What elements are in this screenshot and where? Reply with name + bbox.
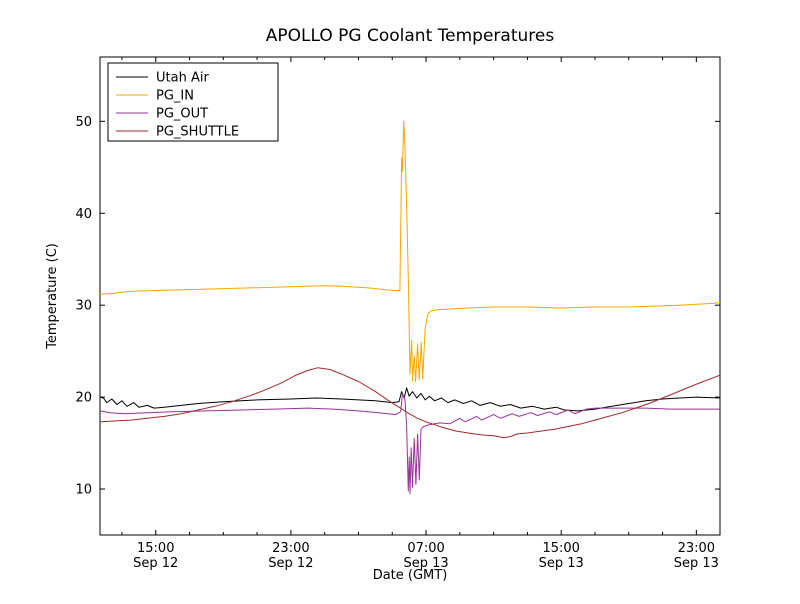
x-tick-sublabel: Sep 12 (268, 556, 313, 571)
series-line-pg-out (99, 393, 720, 495)
x-tick-sublabel: Sep 13 (539, 556, 584, 571)
x-tick-sublabel: Sep 13 (403, 556, 448, 571)
legend-item: PG_SHUTTLE (116, 125, 239, 140)
y-tick-label: 50 (75, 115, 92, 130)
x-axis-label: Date (GMT) (373, 568, 448, 583)
series-line-pg-in (99, 120, 721, 382)
y-axis-label: Temperature (C) (45, 243, 60, 350)
plot-frame (99, 56, 721, 536)
x-tick-label: 23:00 (272, 541, 309, 556)
series-line-pg-shuttle (99, 367, 721, 439)
y-tick-label: 30 (75, 299, 92, 314)
x-tick-label: 07:00 (407, 541, 444, 556)
legend-item: PG_OUT (116, 107, 208, 122)
x-tick-sublabel: Sep 13 (674, 556, 719, 571)
legend: Utah Air PG_IN PG_OUT PG_SHUTTLE (107, 62, 279, 142)
x-tick-sublabel: Sep 12 (133, 556, 178, 571)
legend-item: Utah Air (116, 71, 209, 86)
legend-item: PG_IN (116, 89, 194, 104)
x-tick-label: 15:00 (542, 541, 579, 556)
legend-label: PG_SHUTTLE (156, 125, 239, 140)
chart-title: APOLLO PG Coolant Temperatures (266, 26, 555, 46)
legend-label: Utah Air (156, 71, 209, 86)
series-line-utah-air (99, 387, 721, 412)
y-tick-label: 10 (75, 483, 92, 498)
x-tick-label: 23:00 (678, 541, 715, 556)
y-tick-label: 40 (75, 207, 92, 222)
x-tick-label: 15:00 (137, 541, 174, 556)
legend-box (107, 62, 279, 142)
y-tick-label: 20 (75, 391, 92, 406)
legend-label: PG_OUT (156, 107, 208, 122)
legend-label: PG_IN (156, 89, 194, 104)
